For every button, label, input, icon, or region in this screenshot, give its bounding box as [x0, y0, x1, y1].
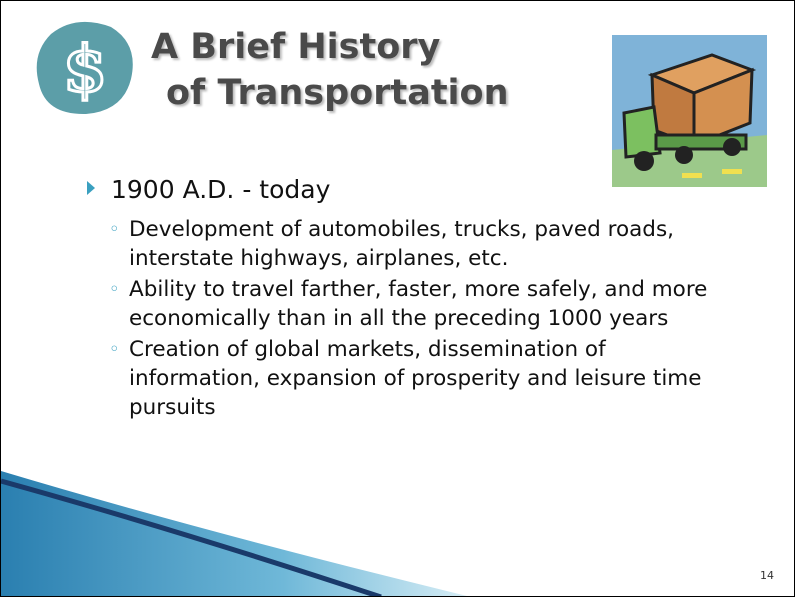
- sub-bullet: Ability to travel farther, faster, more …: [109, 275, 721, 333]
- sub-bullet: Creation of global markets, disseminatio…: [109, 335, 721, 422]
- sub-bullet: Development of automobiles, trucks, pave…: [109, 215, 721, 273]
- bullet: 1900 A.D. - today: [111, 175, 330, 204]
- page: $ A Brief History of Transportation 1900…: [0, 0, 795, 597]
- title-line: A Brief History: [151, 27, 440, 67]
- truck-image: [612, 35, 767, 187]
- swoosh: [1, 471, 481, 597]
- title-line: of Transportation: [166, 73, 509, 113]
- dollar-icon: $: [31, 19, 141, 119]
- bullet-marker: [87, 181, 95, 195]
- svg-text:$: $: [63, 32, 108, 107]
- slide: $ A Brief History of Transportation 1900…: [0, 0, 795, 597]
- sub-bullet-list: Development of automobiles, trucks, pave…: [109, 215, 721, 424]
- page-number: 14: [760, 569, 774, 582]
